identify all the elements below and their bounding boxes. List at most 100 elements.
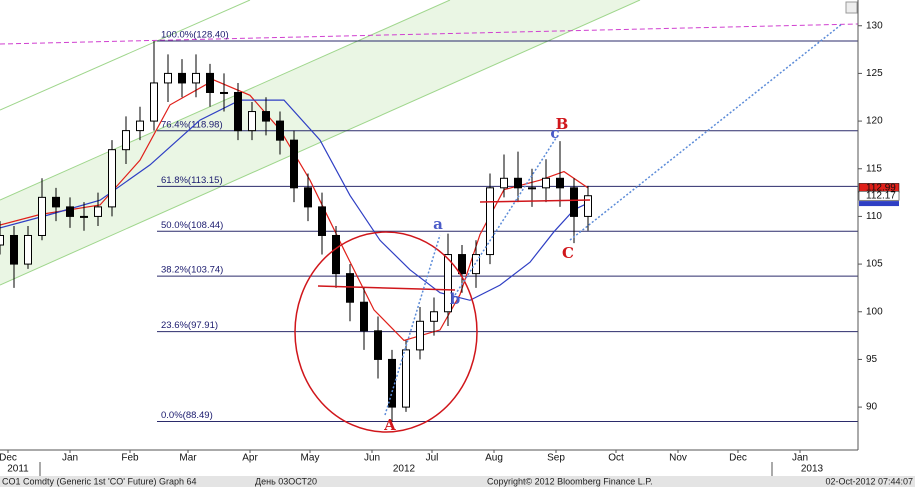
wave-label: c (550, 124, 559, 142)
y-tick-label: 100 (866, 306, 883, 317)
footer-text: CO1 Comdty (Generic 1st 'CO' Future) Gra… (2, 476, 197, 486)
channel-line (0, 0, 451, 201)
candles (0, 40, 592, 422)
last-label: 112.17 (866, 190, 896, 201)
axes: 90 95 100 105 110 115 120 125 130 Dec Jan Feb Mar Apr… (0, 0, 900, 476)
candle-body (430, 311, 438, 322)
level-label: 23.6%(97.91) (161, 320, 218, 331)
x-tick-label: Jan (792, 453, 808, 464)
candle-body (472, 254, 480, 275)
candle-body (136, 120, 144, 132)
candle-body (528, 187, 536, 190)
wave-label: B (556, 115, 569, 133)
y-tick-label: 95 (866, 354, 878, 365)
candle-body (318, 206, 326, 236)
x-tick-label: Feb (121, 453, 139, 464)
x-tick-label: Oct (608, 453, 624, 464)
candle-body (458, 254, 466, 275)
wave-label: a (433, 215, 443, 233)
candle-body (80, 215, 88, 218)
x-tick-label: Jun (364, 453, 380, 464)
level-label: 38.2%(103.74) (161, 265, 223, 276)
candle-body (304, 187, 312, 208)
candle-body (332, 234, 340, 275)
wave-label: b (450, 290, 461, 308)
x-tick-label: Jan (62, 453, 78, 464)
footer-text: 02-Oct-2012 07:44:07 (825, 476, 913, 486)
candle-body (108, 149, 116, 208)
candle-body (374, 330, 382, 360)
neckline (317, 285, 456, 291)
neckline (479, 199, 591, 203)
dotted-line (384, 234, 441, 416)
footer-text: Copyright© 2012 Bloomberg Finance L.P. (487, 476, 653, 486)
candle-body (164, 72, 172, 84)
candle-body (276, 120, 284, 141)
candle-body (542, 177, 550, 189)
channel (0, 0, 859, 286)
candle-body (150, 82, 158, 122)
candle-body (556, 177, 564, 189)
candle-body (290, 139, 298, 189)
last-label: 112.99 (866, 183, 896, 194)
channel-line (0, 0, 641, 286)
y-tick-label: 90 (866, 402, 878, 413)
window-icon[interactable] (845, 1, 858, 14)
last-flag (859, 201, 899, 207)
level-label: 0.0%(88.49) (161, 410, 213, 421)
trend-line (0, 23, 859, 45)
candle-body (388, 358, 396, 408)
y-tick-label: 110 (866, 211, 882, 222)
candle-body (514, 177, 522, 189)
candle-body (584, 195, 592, 217)
x-tick-label: May (301, 453, 320, 464)
year-label: 2011 (7, 464, 29, 475)
year-label: 2012 (393, 464, 416, 475)
last-flag (858, 190, 900, 201)
level-label: 100.0%(128.40) (161, 30, 229, 41)
candle-body (570, 187, 578, 217)
candle-body (178, 72, 186, 84)
candle-body (346, 273, 354, 303)
candle-body (10, 234, 18, 265)
x-tick-label: Nov (669, 453, 687, 464)
x-tick-label: Mar (179, 453, 197, 464)
moving-average (0, 99, 589, 301)
level-label: 76.4%(118.98) (161, 119, 223, 130)
footer-bar (0, 476, 915, 487)
x-tick-label: Aug (485, 453, 503, 464)
candle-body (0, 234, 4, 246)
level-label: 50.0%(108.44) (161, 220, 223, 231)
y-tick-label: 105 (866, 259, 883, 270)
x-tick-label: Dec (729, 453, 747, 464)
candle-body (192, 72, 200, 84)
candle-body (248, 111, 256, 132)
y-tick-label: 125 (866, 68, 883, 79)
candle-body (416, 320, 424, 351)
channel-line (0, 0, 251, 111)
fib-levels: 100.0%(128.40) 76.4%(118.98) 61.8%(113.15)… (157, 30, 858, 422)
candle-body (444, 254, 452, 313)
candle-body (500, 177, 508, 189)
level-label: 61.8%(113.15) (161, 175, 223, 186)
candle-body (220, 91, 228, 94)
candle-body (122, 130, 130, 151)
candle-body (52, 196, 60, 208)
y-tick-label: 120 (866, 116, 883, 127)
candle-body (24, 234, 32, 265)
candle-body (402, 349, 410, 408)
candle-body (94, 206, 102, 217)
candle-body (38, 196, 46, 236)
footer-text: День 03ОСТ20 (255, 476, 317, 486)
wave-label: C (562, 244, 574, 262)
y-tick-label: 115 (866, 163, 882, 174)
x-tick-label: Dec (0, 453, 17, 464)
year-label: 2013 (801, 464, 824, 475)
candle-body (262, 111, 270, 122)
y-tick-label: 130 (866, 20, 883, 31)
candle-body (66, 206, 74, 217)
x-tick-label: Sep (547, 453, 565, 464)
dotted-line (569, 23, 843, 241)
candle-body (360, 301, 368, 332)
